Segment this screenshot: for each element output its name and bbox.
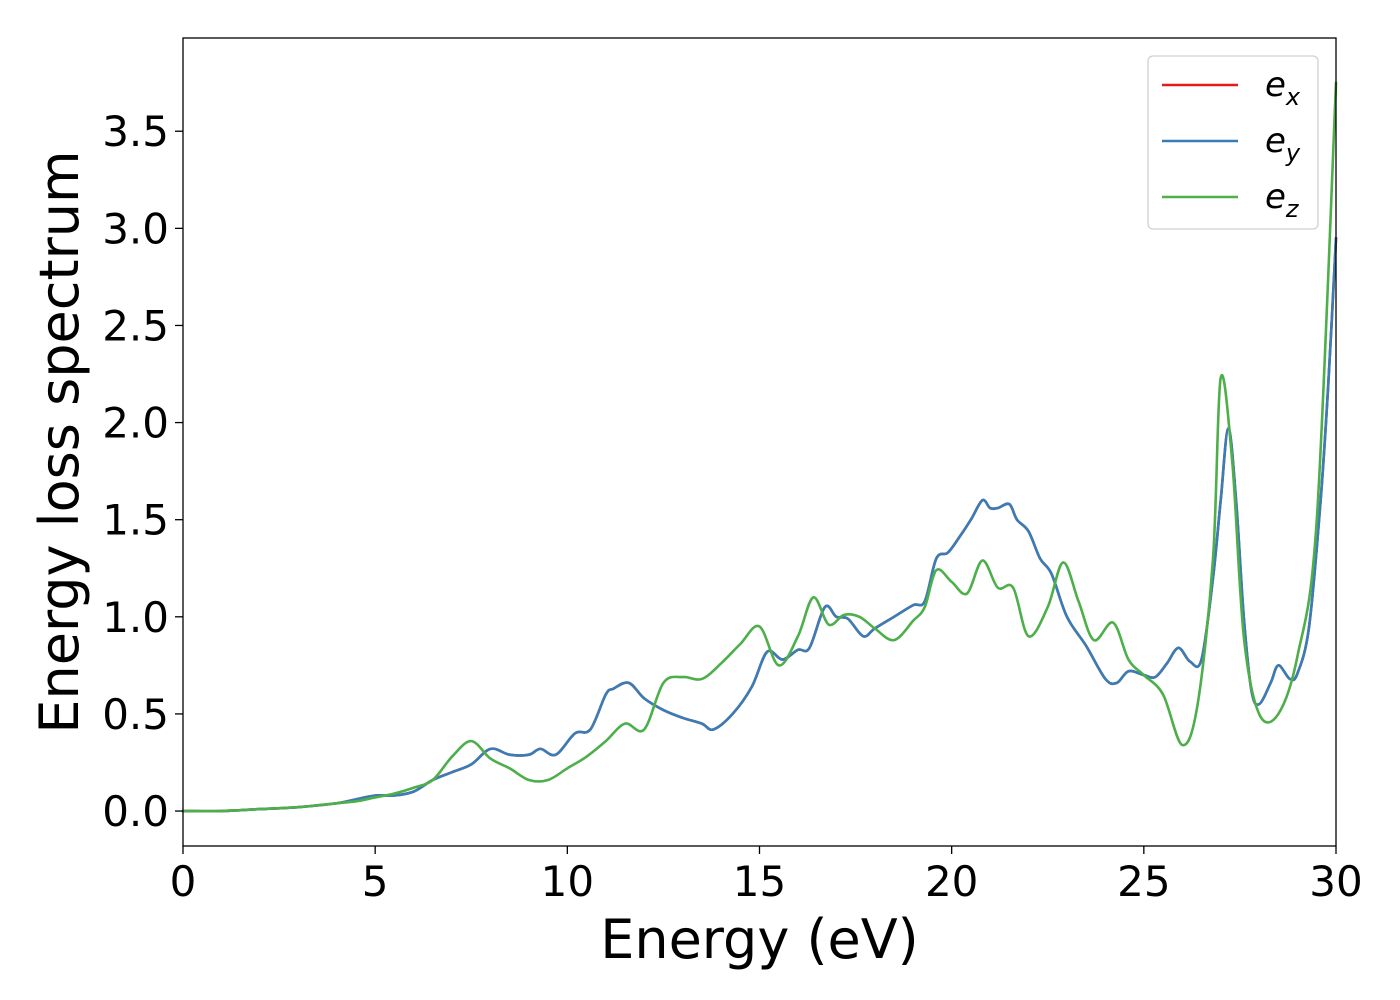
y-tick-label: 1.5: [102, 496, 169, 545]
legend-label-e-z: ez: [1265, 177, 1300, 223]
y-tick-label: 0.5: [102, 690, 169, 739]
series-line-e-z: [181, 81, 1338, 813]
y-tick-label: 2.5: [102, 301, 169, 350]
y-axis-ticks: 0.0 0.5 1.0 1.5 2.0 2.5 3.0 3.5: [102, 107, 183, 836]
legend: ex ey ez: [1147, 55, 1319, 230]
x-axis-ticks: 0 5 10 15 20 25 30: [170, 846, 1363, 906]
y-tick-label: 1.0: [102, 593, 169, 642]
x-tick-label: 15: [733, 857, 786, 906]
x-tick-label: 5: [362, 857, 389, 906]
x-tick-label: 10: [541, 857, 594, 906]
x-tick-label: 20: [925, 857, 978, 906]
plot-area: [183, 38, 1336, 846]
x-axis-label: Energy (eV): [600, 908, 919, 971]
y-tick-label: 3.5: [102, 107, 169, 156]
legend-label-e-x: ex: [1265, 65, 1301, 111]
y-tick-label: 3.0: [102, 204, 169, 253]
series-layer: [181, 81, 1338, 813]
legend-label-e-y: ey: [1265, 121, 1301, 167]
y-tick-label: 2.0: [102, 399, 169, 448]
x-tick-label: 0: [170, 857, 197, 906]
x-tick-label: 25: [1117, 857, 1170, 906]
legend-frame: [1147, 55, 1319, 230]
y-tick-label: 0.0: [102, 787, 169, 836]
legend-entries: ex ey ez: [1162, 65, 1301, 223]
x-tick-label: 30: [1309, 857, 1362, 906]
y-axis-label: Energy loss spectrum: [28, 150, 91, 733]
